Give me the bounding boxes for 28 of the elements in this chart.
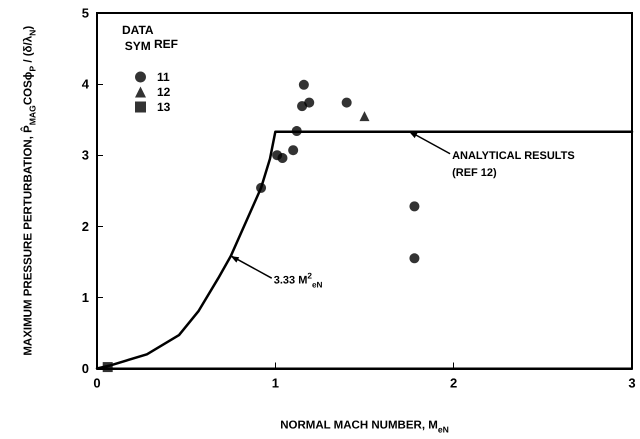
point — [256, 182, 266, 193]
y-tick-label: 2 — [82, 218, 89, 234]
y-tick-label: 0 — [82, 361, 89, 376]
legend-title: DATA SYM — [122, 23, 154, 53]
x-tick-label: 2 — [450, 376, 458, 390]
legend-label: 11 — [157, 70, 170, 84]
legend-label: 12 — [157, 85, 171, 99]
x-tick-label: 3 — [628, 376, 636, 390]
point — [360, 111, 370, 122]
point — [304, 98, 314, 108]
legend-label: 13 — [157, 100, 171, 114]
y-tick-label: 4 — [82, 76, 90, 92]
y-tick-label: 3 — [82, 148, 89, 163]
point — [298, 80, 309, 90]
y-tick-label: 5 — [82, 6, 89, 20]
point — [102, 362, 113, 372]
x-tick-label: 1 — [272, 376, 279, 390]
point — [342, 98, 352, 108]
point — [277, 153, 288, 164]
x-tick-label: 0 — [93, 376, 101, 390]
point — [288, 145, 298, 156]
point — [409, 201, 420, 212]
annotation: REF — [154, 37, 178, 51]
annotation: ANALYTICAL RESULTS (REF 12) — [452, 150, 575, 180]
y-tick-label: 1 — [82, 290, 89, 305]
point — [292, 126, 302, 136]
point — [409, 253, 420, 264]
y-axis-title: MAXIMUM PRESSURE PERTURBATION, P̂MAGCOSϕP / (δ/λN) — [20, 26, 38, 356]
